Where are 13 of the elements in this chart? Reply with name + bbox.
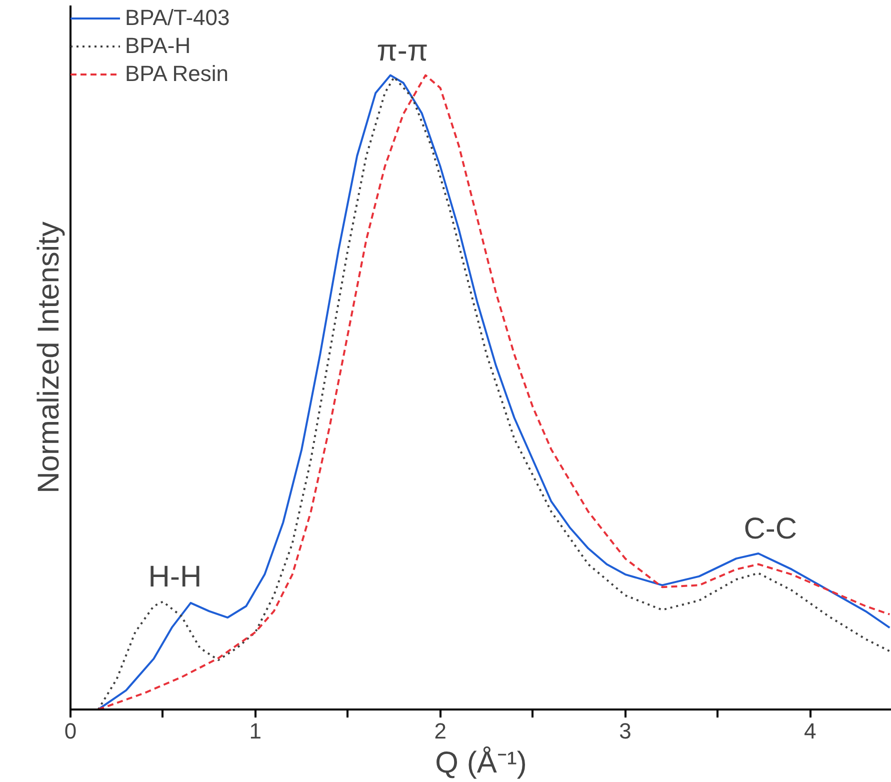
legend-label: BPA Resin [125, 61, 229, 87]
legend-label: BPA/T-403 [125, 5, 230, 31]
x-tick-label: 4 [804, 718, 816, 744]
annotation: π-π [376, 34, 428, 68]
x-tick-label: 0 [64, 718, 77, 744]
legend-label: BPA-H [125, 33, 191, 59]
x-tick-label: 1 [249, 718, 262, 744]
annotation: C-C [744, 512, 798, 546]
y-axis-title: Normalized Intensity [32, 222, 66, 494]
annotation: H-H [148, 560, 202, 594]
x-tick-label: 3 [619, 718, 632, 744]
x-tick-label: 2 [434, 718, 446, 744]
x-axis-title: Q (Å⁻¹) [435, 746, 527, 780]
